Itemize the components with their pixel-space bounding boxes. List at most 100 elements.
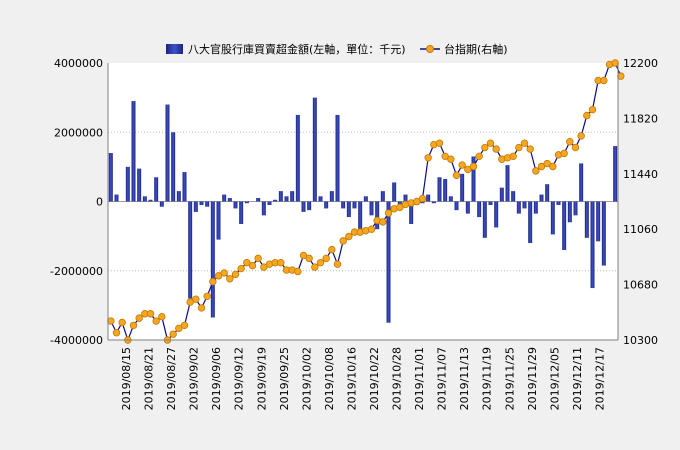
left-tick-label: 2000000: [54, 126, 103, 139]
index-point: [475, 152, 483, 161]
bar: [341, 201, 346, 209]
x-tick-label: 2019/10/22: [368, 347, 381, 410]
legend-bar-label: 八大官股行庫買賣超金額(左軸，單位：千元): [188, 42, 406, 56]
index-point: [492, 145, 500, 153]
index-point: [220, 269, 228, 277]
index-point: [549, 162, 557, 171]
bar: [550, 201, 555, 235]
bar: [420, 201, 425, 204]
bar: [216, 201, 221, 240]
x-tick-label: 2019/11/07: [436, 347, 449, 410]
bar: [312, 97, 317, 202]
bar: [273, 199, 278, 202]
bar: [329, 191, 334, 202]
x-tick-label: 2019/12/11: [571, 347, 584, 410]
right-tick-label: 10680: [623, 279, 658, 292]
bar: [516, 201, 521, 214]
left-tick-label: -4000000: [50, 334, 103, 347]
right-tick-label: 11820: [623, 112, 658, 125]
index-point: [277, 259, 285, 267]
x-tick-label: 2019/11/25: [503, 347, 516, 410]
bar: [380, 191, 385, 202]
index-point: [560, 149, 568, 158]
index-point: [452, 171, 461, 179]
bar: [613, 146, 618, 202]
bar: [142, 196, 147, 202]
bar: [295, 114, 300, 202]
bar: [409, 201, 414, 225]
index-point: [537, 162, 546, 171]
x-tick-label: 2019/11/29: [526, 347, 539, 410]
index-point: [458, 161, 466, 169]
x-tick-label: 2019/10/28: [391, 347, 404, 410]
index-point: [617, 72, 625, 80]
index-point: [192, 295, 200, 303]
bar: [522, 201, 527, 209]
index-point: [186, 298, 194, 306]
bar: [125, 166, 130, 202]
bar: [114, 194, 119, 202]
legend-bar-swatch: [166, 44, 183, 54]
bar: [443, 178, 448, 202]
x-tick-label: 2019/09/06: [210, 347, 223, 410]
index-point: [180, 321, 189, 330]
bar: [171, 132, 176, 202]
index-point: [469, 162, 478, 171]
index-point: [367, 225, 376, 233]
index-point: [243, 259, 251, 267]
right-tick-label: 10300: [623, 334, 658, 347]
legend-line-marker: [426, 45, 434, 53]
bar: [290, 191, 295, 202]
index-point: [254, 254, 262, 263]
index-point: [384, 209, 393, 217]
right-axis-ticks: 12200 11820 11440 11060 10680 10300: [623, 57, 658, 347]
bar: [193, 201, 198, 212]
bar: [437, 177, 442, 202]
index-point: [464, 165, 472, 174]
bar: [108, 153, 113, 202]
index-point: [118, 318, 126, 327]
index-point: [486, 139, 495, 147]
bar: [335, 114, 340, 202]
bar: [494, 201, 499, 228]
bar: [256, 198, 261, 202]
index-point: [129, 321, 138, 330]
index-point: [322, 254, 330, 263]
x-tick-label: 2019/10/02: [300, 347, 313, 410]
bar: [426, 194, 431, 202]
x-tick-label: 2019/09/12: [233, 347, 246, 410]
index-point: [396, 203, 404, 212]
bar: [199, 201, 204, 205]
bar: [511, 191, 516, 202]
x-tick-label: 2019/11/01: [413, 347, 426, 410]
bar: [324, 201, 329, 209]
bar: [363, 196, 368, 202]
index-point: [566, 138, 574, 146]
index-point: [424, 154, 432, 162]
bar: [392, 182, 397, 202]
left-axis-ticks: 4000000 2000000 0 -2000000 -4000000: [50, 57, 103, 347]
index-point: [509, 152, 517, 161]
index-point: [203, 292, 211, 300]
index-point: [532, 167, 540, 175]
index-point: [248, 261, 257, 270]
bar: [205, 201, 210, 207]
bar: [369, 201, 374, 216]
index-point: [588, 105, 597, 114]
x-tick-label: 2019/12/17: [593, 347, 606, 410]
bar: [182, 172, 187, 202]
index-point: [526, 145, 534, 153]
index-point: [583, 111, 591, 120]
bar: [590, 201, 595, 289]
bar: [556, 201, 561, 205]
index-point: [345, 232, 353, 241]
bar: [278, 191, 283, 202]
x-tick-label: 2019/11/19: [481, 347, 494, 410]
bar: [431, 201, 436, 204]
bar: [386, 201, 391, 323]
bar: [505, 165, 510, 202]
index-point: [209, 277, 217, 286]
x-tick-label: 2019/09/25: [278, 347, 291, 410]
index-point: [577, 132, 585, 140]
bar: [584, 201, 589, 238]
